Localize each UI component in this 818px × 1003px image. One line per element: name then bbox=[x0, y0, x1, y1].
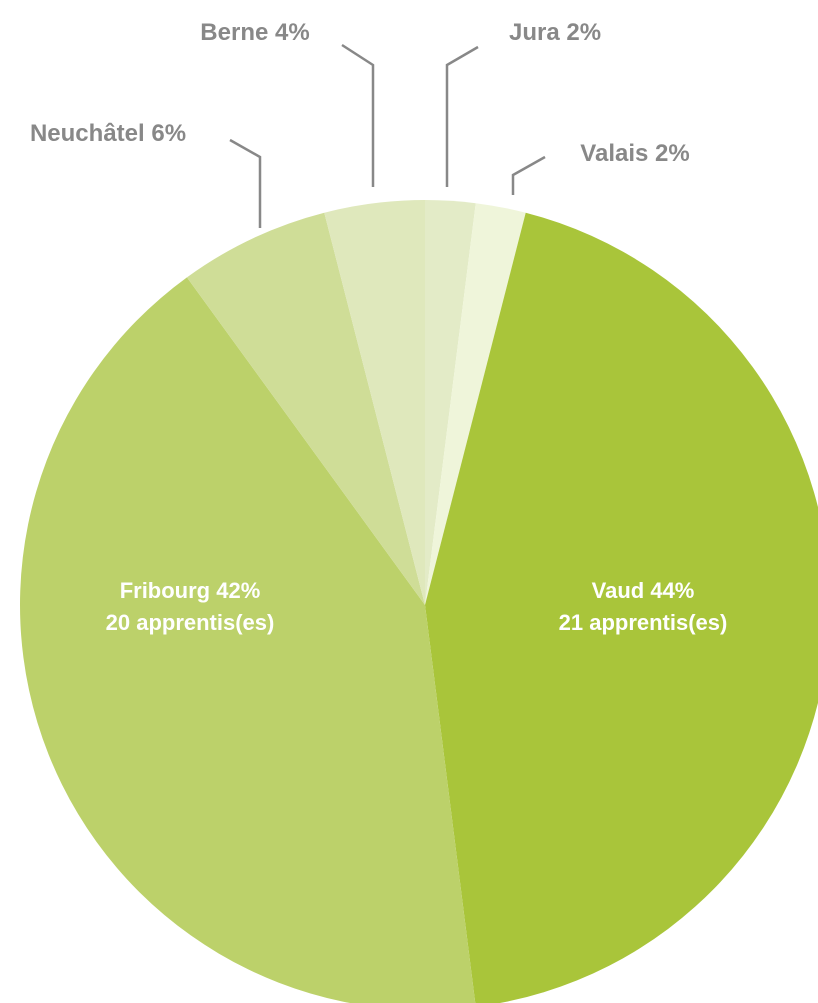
count-label: 21 apprentis(es) bbox=[559, 610, 728, 635]
value-label: 6% bbox=[151, 120, 186, 147]
category-label: Neuchâtel bbox=[30, 120, 145, 147]
pie-slice bbox=[20, 277, 476, 1003]
category-label: Vaud bbox=[592, 578, 645, 603]
slice-label: Valais 2% bbox=[580, 140, 689, 167]
value-label: 2% bbox=[566, 19, 601, 46]
pie-slice bbox=[425, 200, 476, 605]
category-label: Fribourg bbox=[120, 578, 210, 603]
slice-label: Berne 4% bbox=[200, 19, 309, 46]
slice-label: Jura 2% bbox=[509, 19, 601, 46]
category-label: Jura bbox=[509, 19, 560, 46]
value-label: 44% bbox=[650, 578, 694, 603]
leader-line bbox=[445, 45, 479, 187]
pie-slice bbox=[425, 203, 526, 605]
leader-line bbox=[511, 155, 546, 195]
category-label: Berne bbox=[200, 19, 268, 46]
slice-label: Fribourg 42% bbox=[120, 578, 261, 603]
pie-slice bbox=[324, 200, 425, 605]
leader-line bbox=[341, 43, 375, 187]
value-label: 42% bbox=[216, 578, 260, 603]
pie-slice bbox=[186, 212, 425, 605]
pie-slice bbox=[425, 212, 818, 1003]
count-label: 20 apprentis(es) bbox=[106, 610, 275, 635]
value-label: 4% bbox=[275, 19, 310, 46]
value-label: 2% bbox=[655, 140, 690, 167]
leader-line bbox=[229, 138, 262, 228]
category-label: Valais bbox=[580, 140, 648, 167]
slice-label: Neuchâtel 6% bbox=[30, 120, 186, 147]
slice-label: Vaud 44% bbox=[592, 578, 695, 603]
